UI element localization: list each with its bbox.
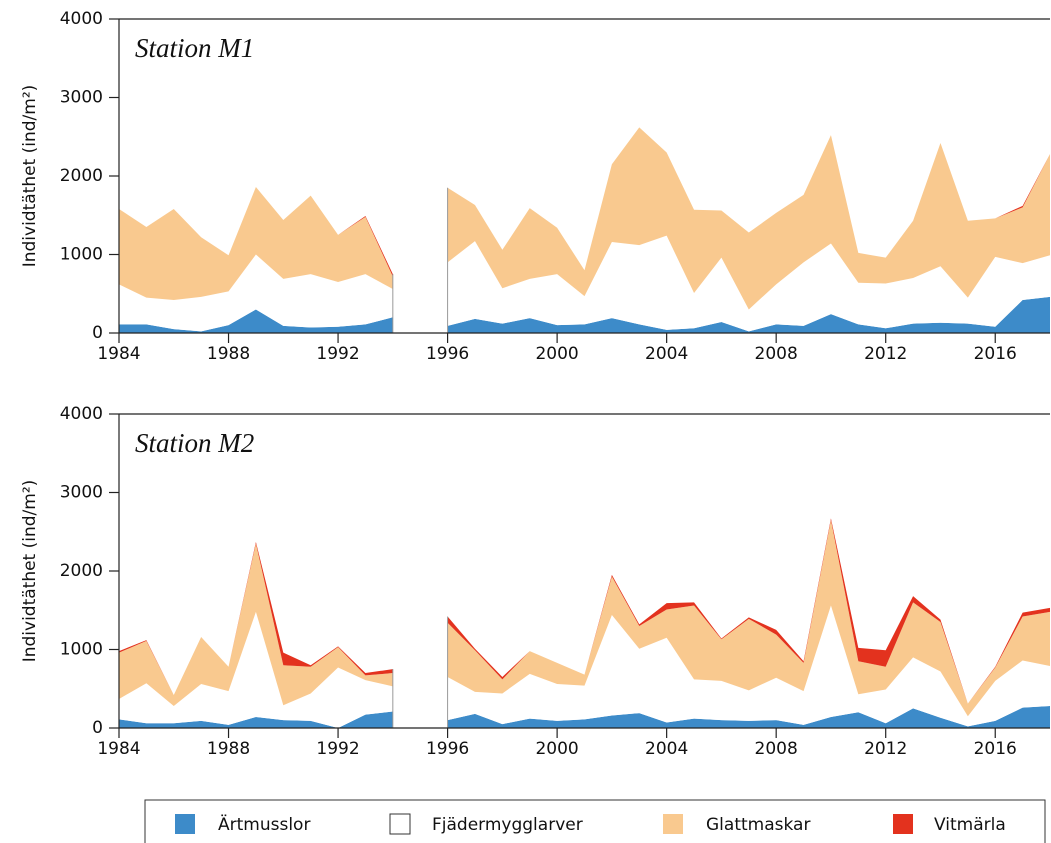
legend-swatch [389,813,411,835]
area [119,605,1050,728]
y-tick-label: 0 [92,718,103,738]
x-tick-label: 2016 [974,739,1017,759]
x-tick-label: 1988 [207,344,250,364]
x-tick-label: 2008 [755,739,798,759]
legend-label: Glattmaskar [706,815,810,835]
x-tick-label: 2004 [645,739,688,759]
legend-label: Ärtmusslor [218,814,310,835]
area [119,519,1050,717]
area [119,296,1050,333]
legend-label: Fjädermygglarver [432,815,583,835]
y-tick-label: 4000 [60,404,103,424]
y-tick-label: 2000 [60,166,103,186]
x-tick-label: 1984 [97,344,140,364]
x-tick-label: 2004 [645,344,688,364]
x-tick-label: 1992 [316,344,359,364]
legend-swatch [663,814,683,834]
y-axis-label: Individtäthet (ind/m²) [20,480,40,663]
y-tick-label: 3000 [60,88,103,108]
y-axis-label: Individtäthet (ind/m²) [20,85,40,268]
x-tick-label: 1992 [316,739,359,759]
legend-swatch [893,814,913,834]
x-tick-label: 2008 [755,344,798,364]
x-tick-label: 2012 [864,344,907,364]
panel-title: Station M1 [135,33,254,63]
x-tick-label: 2016 [974,344,1017,364]
legend-box [144,799,1046,843]
legend-swatch [175,814,195,834]
x-tick-label: 1984 [97,739,140,759]
area [119,127,1050,310]
area [119,706,1050,728]
x-tick-label: 2000 [535,739,578,759]
y-tick-label: 2000 [60,561,103,581]
y-tick-label: 1000 [60,640,103,660]
y-tick-label: 0 [92,323,103,343]
area [119,235,1050,332]
panel-title: Station M2 [135,428,254,458]
x-tick-label: 1996 [426,739,469,759]
x-tick-label: 2000 [535,344,578,364]
y-tick-label: 3000 [60,483,103,503]
y-tick-label: 1000 [60,245,103,265]
x-tick-label: 2012 [864,739,907,759]
x-tick-label: 1988 [207,739,250,759]
x-tick-label: 1996 [426,344,469,364]
y-tick-label: 4000 [60,9,103,29]
legend-label: Vitmärla [934,815,1006,835]
